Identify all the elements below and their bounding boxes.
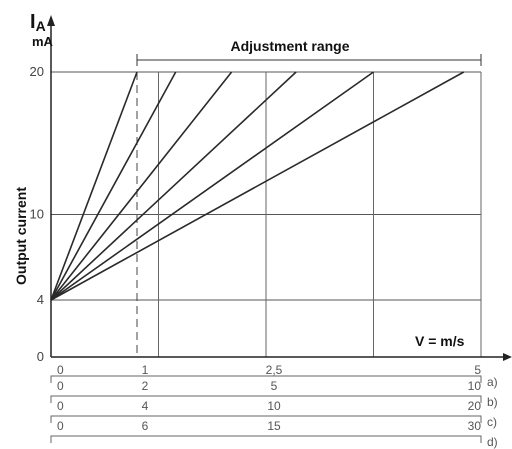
- y-axis-arrow: [47, 15, 55, 26]
- x-tick-label: 5: [474, 363, 481, 377]
- series-line: [50, 71, 297, 301]
- y-tick-label: 20: [30, 64, 44, 79]
- x-tick-label: 2,5: [266, 363, 283, 377]
- x-axis-label: V = m/s: [415, 333, 465, 349]
- y-axis-symbol: IA: [30, 11, 46, 34]
- scale-tick-label: 4: [142, 399, 149, 413]
- scale-row-bracket: [50, 395, 482, 403]
- tick-labels: 0 4 10 20 0 1 2,5 5: [30, 64, 482, 377]
- alternate-scales: 0 2 5 10 a) 0 4 10 20 b) 0 6 15 30 c) d): [50, 375, 498, 449]
- scale-tick-label: 0: [57, 419, 64, 433]
- scale-row-tag: c): [487, 415, 497, 429]
- y-axis-label: Output current: [13, 187, 29, 285]
- scale-tick-label: 0: [57, 399, 64, 413]
- grid: [51, 71, 482, 357]
- x-tick-label: 1: [142, 363, 149, 377]
- scale-row-bracket: [50, 375, 482, 383]
- scale-row-tag: b): [487, 395, 498, 409]
- series-line: [50, 71, 177, 301]
- y-tick-label: 4: [37, 292, 44, 307]
- adjustment-range-label: Adjustment range: [230, 38, 349, 54]
- y-tick-label: 0: [37, 349, 44, 364]
- series-line: [50, 71, 374, 301]
- y-axis-unit: mA: [32, 34, 54, 49]
- x-tick-label: 0: [57, 363, 64, 377]
- y-tick-label: 10: [30, 207, 44, 222]
- scale-tick-label: 30: [468, 419, 482, 433]
- scale-tick-label: 10: [468, 379, 482, 393]
- scale-tick-label: 15: [267, 419, 281, 433]
- series-lines: [50, 71, 465, 301]
- series-line: [50, 71, 465, 301]
- scale-row-bracket: [50, 435, 482, 443]
- series-line: [50, 71, 138, 301]
- scale-row-bracket: [50, 415, 482, 423]
- scale-tick-label: 10: [267, 399, 281, 413]
- x-axis-arrow: [503, 353, 512, 361]
- scale-tick-label: 2: [142, 379, 149, 393]
- scale-tick-label: 6: [142, 419, 149, 433]
- scale-row-tag: d): [487, 435, 498, 449]
- scale-tick-label: 5: [271, 379, 278, 393]
- scale-tick-label: 0: [57, 379, 64, 393]
- axes: [47, 15, 512, 361]
- series-line: [50, 71, 233, 301]
- scale-tick-label: 20: [468, 399, 482, 413]
- scale-row-tag: a): [487, 375, 498, 389]
